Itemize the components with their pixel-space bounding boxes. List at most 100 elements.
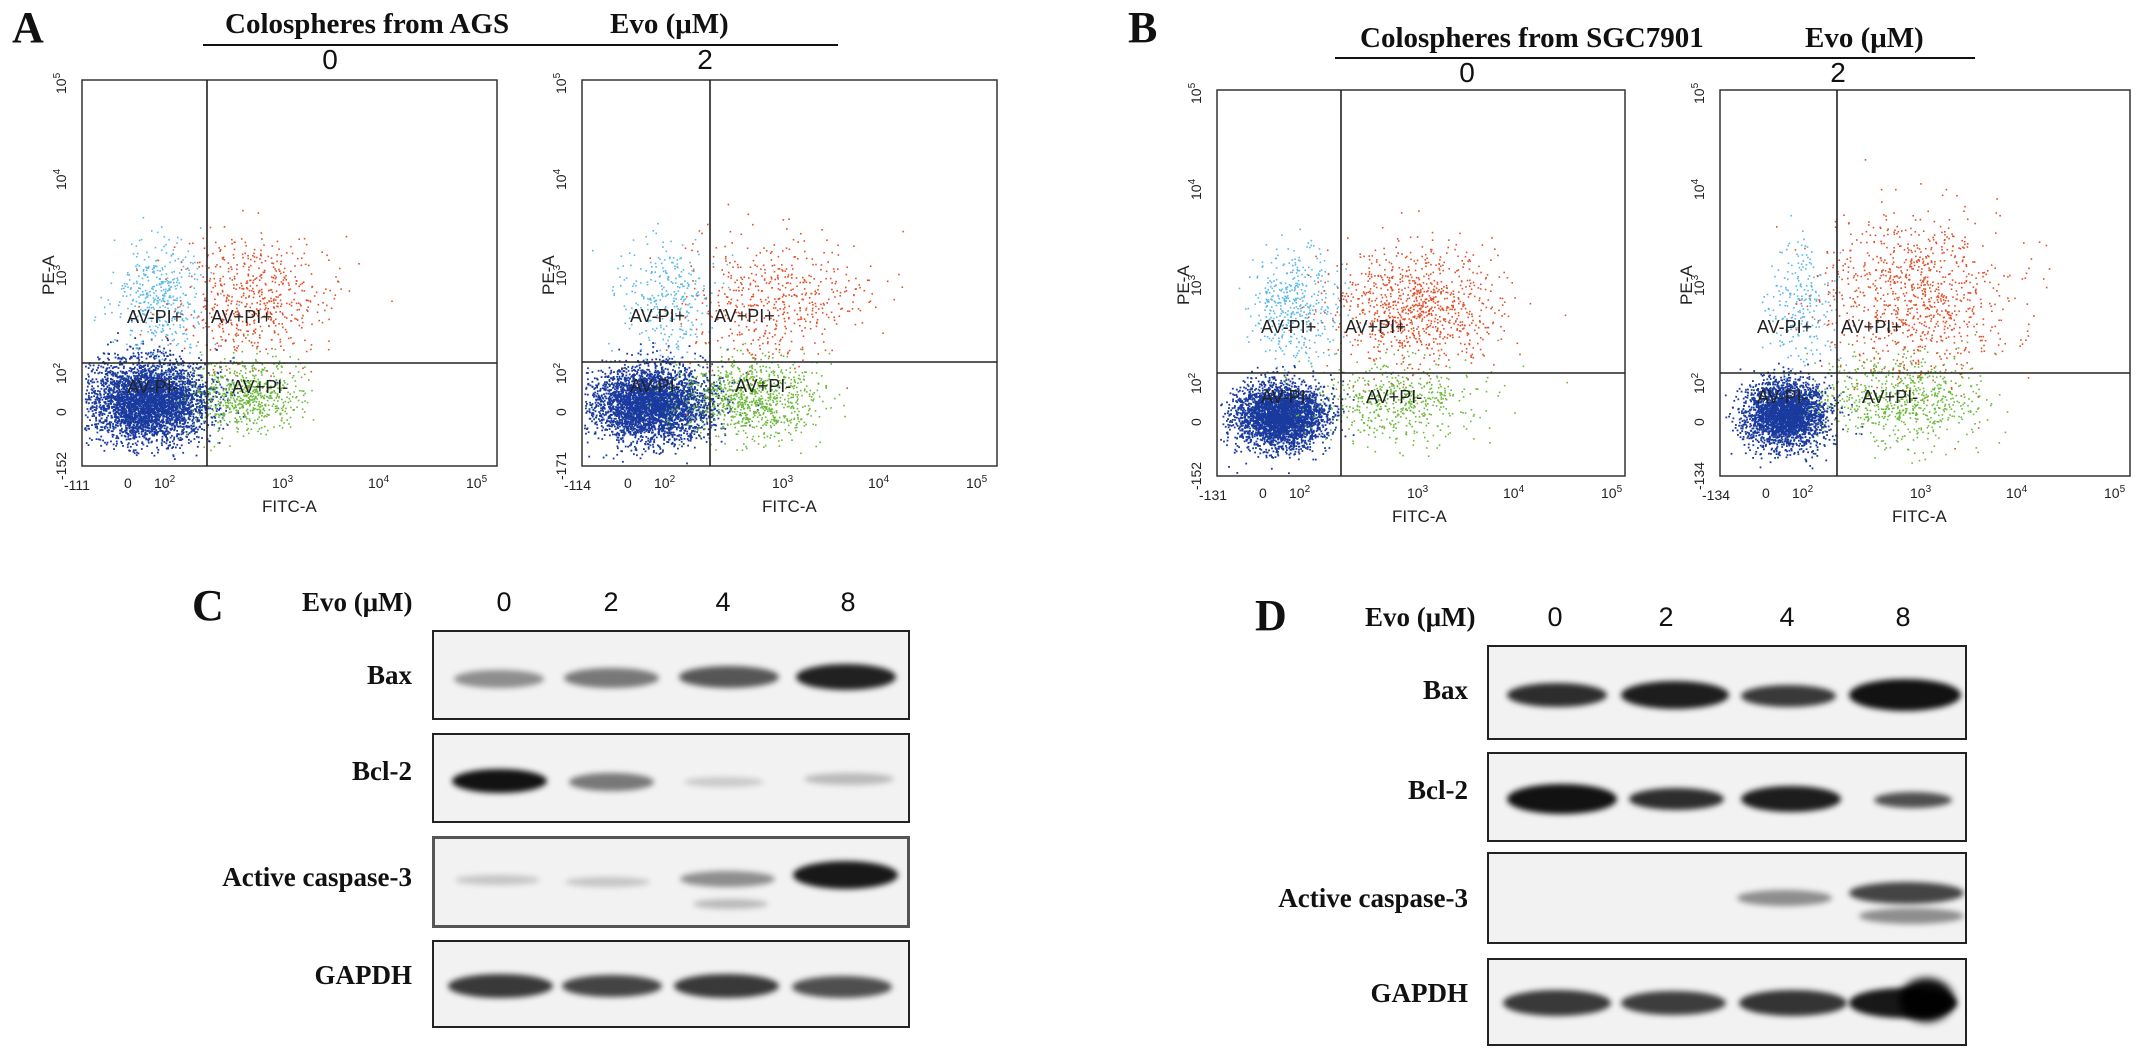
panel-b-dose-2: 2 (1808, 57, 1868, 89)
panel-c-dose-8: 8 (818, 587, 878, 618)
quadrant-label: AV+PI- (735, 376, 791, 396)
x-tick-label: 102 (154, 474, 176, 491)
y-tick-label: 0 (53, 408, 69, 416)
x-tick-label: 103 (772, 474, 794, 491)
x-tick-label: 103 (1407, 484, 1429, 501)
x-axis-min-label: -111 (64, 477, 90, 493)
panel-c-blot-gapdh (432, 940, 910, 1028)
panel-d-dose-0: 0 (1525, 602, 1585, 633)
x-tick-label: 105 (1601, 484, 1623, 501)
flow-plot-content: AV-PI+ AV+PI+ AV-PI- AV+PI- -134 0 102 103 104 10… (1677, 82, 2131, 526)
panel-d-blot-caspase3 (1487, 852, 1967, 944)
flow-plot-content: AV-PI+ AV+PI+ AV-PI- AV+PI- -131 0 102 103 104 10… (1174, 82, 1626, 526)
panel-a-header-evo: Evo (μM) (610, 8, 729, 41)
panel-letter-c: C (192, 580, 224, 631)
flow-plot-b-0: AV-PI+ AV+PI+ AV-PI- AV+PI- -131 0 102 103 104 10… (1174, 82, 1626, 526)
panel-c-row-caspase3: Active caspase-3 (150, 862, 412, 893)
panel-d-dose-8: 8 (1873, 602, 1933, 633)
panel-a-dose-2: 2 (675, 44, 735, 76)
quadrant-label: AV+PI+ (211, 307, 272, 327)
y-tick-label: 104 (52, 168, 69, 190)
x-tick-label: 0 (624, 475, 632, 491)
quadrant-label: AV+PI- (1366, 387, 1422, 407)
panel-c-dose-0: 0 (474, 587, 534, 618)
y-tick-label: 102 (552, 362, 569, 384)
quadrant-label: AV-PI- (1757, 387, 1808, 407)
quadrant-label: AV+PI- (1862, 387, 1918, 407)
x-tick-label: 103 (272, 474, 294, 491)
x-tick-label: 104 (368, 474, 390, 491)
y-axis-label: PE-A (1677, 265, 1696, 305)
quadrant-label: AV-PI+ (1757, 317, 1812, 337)
quadrant-label: AV-PI+ (1261, 317, 1316, 337)
y-axis-min-label: -134 (1691, 462, 1707, 490)
x-tick-label: 105 (466, 474, 488, 491)
y-axis-label: PE-A (1174, 265, 1193, 305)
quadrant-label: AV+PI- (232, 377, 288, 397)
y-tick-label: 0 (553, 408, 569, 416)
panel-d-row-bax: Bax (1220, 675, 1468, 706)
x-tick-label: 104 (2006, 484, 2028, 501)
panel-b-header-rule (1335, 57, 1975, 59)
y-tick-label: 0 (1691, 418, 1707, 426)
panel-d-blot-bax (1487, 645, 1967, 740)
y-axis-label: PE-A (539, 255, 558, 295)
x-tick-label: 102 (654, 474, 676, 491)
panel-c-evo-label: Evo (μM) (302, 587, 413, 618)
panel-d-blot-gapdh (1487, 958, 1967, 1046)
x-axis-min-label: -114 (564, 477, 591, 493)
y-tick-label: 105 (52, 72, 69, 94)
x-axis-label: FITC-A (1392, 507, 1447, 526)
flow-plot-b-2: AV-PI+ AV+PI+ AV-PI- AV+PI- -134 0 102 103 104 10… (1677, 82, 2131, 526)
quadrant-label: AV-PI- (1261, 387, 1312, 407)
y-tick-label: 102 (1187, 372, 1204, 394)
panel-d-dose-4: 4 (1757, 602, 1817, 633)
y-tick-label: 0 (1188, 418, 1204, 426)
panel-letter-b: B (1128, 2, 1157, 53)
panel-letter-d: D (1255, 590, 1287, 641)
x-tick-label: 104 (868, 474, 890, 491)
flow-plot-a-0: AV-PI+ AV+PI+ AV-PI- AV+PI- -111 0 102 103 104 10… (39, 72, 498, 516)
quadrant-label: AV-PI+ (127, 307, 182, 327)
x-tick-label: 102 (1289, 484, 1311, 501)
quadrant-label: AV+PI+ (714, 306, 775, 326)
quadrant-label: AV-PI- (127, 377, 178, 397)
panel-d-evo-label: Evo (μM) (1365, 602, 1476, 633)
y-axis-min-label: -152 (1188, 462, 1204, 490)
panel-a-header-sample: Colospheres from AGS (225, 8, 509, 41)
panel-c-blot-bax (432, 630, 910, 720)
x-axis-label: FITC-A (262, 497, 317, 516)
panel-c-row-bax: Bax (150, 660, 412, 691)
x-tick-label: 0 (1259, 485, 1267, 501)
panel-a-header-rule (203, 44, 838, 46)
y-tick-label: 102 (52, 362, 69, 384)
x-tick-label: 105 (966, 474, 988, 491)
y-tick-label: 104 (1187, 178, 1204, 200)
y-axis-min-label: -152 (53, 452, 69, 480)
x-tick-label: 104 (1503, 484, 1525, 501)
panel-d-row-gapdh: GAPDH (1220, 978, 1469, 1009)
quadrant-label: AV+PI+ (1841, 317, 1902, 337)
flow-plot-content: AV-PI+ AV+PI+ AV-PI- AV+PI- -111 0 102 103 104 10… (39, 72, 498, 516)
panel-d-row-caspase3: Active caspase-3 (1220, 883, 1468, 914)
x-axis-min-label: -134 (1702, 487, 1730, 503)
panel-c-row-gapdh: GAPDH (150, 960, 413, 991)
x-axis-label: FITC-A (1892, 507, 1947, 526)
panel-c-blot-bcl2 (432, 733, 910, 823)
quadrant-label: AV+PI+ (1345, 317, 1406, 337)
panel-c-dose-2: 2 (581, 587, 641, 618)
x-tick-label: 105 (2104, 484, 2126, 501)
panel-c-dose-4: 4 (693, 587, 753, 618)
panel-c-blot-caspase3 (432, 836, 910, 928)
x-tick-label: 0 (124, 475, 132, 491)
y-tick-label: 104 (1690, 178, 1707, 200)
panel-d-blot-bcl2 (1487, 752, 1967, 842)
x-axis-min-label: -131 (1199, 487, 1227, 503)
panel-c-row-bcl2: Bcl-2 (150, 756, 412, 787)
flow-plot-a-2: AV-PI+ AV+PI+ AV-PI- AV+PI- -114 0 102 103 104 10… (539, 72, 998, 516)
flow-plot-content: AV-PI+ AV+PI+ AV-PI- AV+PI- -114 0 102 103 104 10… (539, 72, 998, 516)
y-axis-min-label: -171 (553, 452, 569, 480)
y-tick-label: 105 (1187, 82, 1204, 104)
panel-b-header-evo: Evo (μM) (1805, 22, 1924, 55)
y-axis-label: PE-A (39, 255, 58, 295)
